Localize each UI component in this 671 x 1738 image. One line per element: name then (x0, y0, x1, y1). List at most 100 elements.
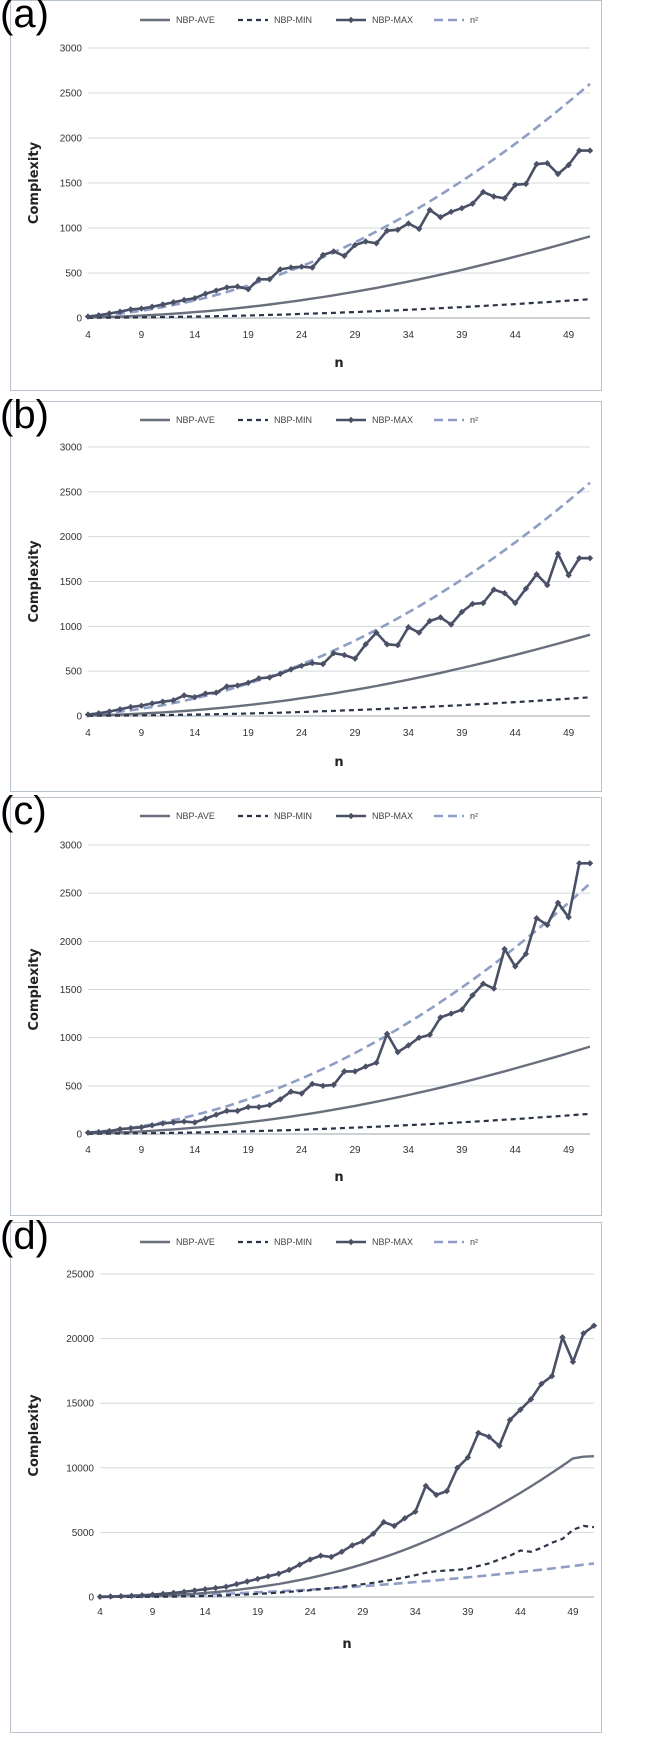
data-point-nbp-max (223, 284, 231, 291)
y-tick-label: 1000 (60, 1033, 83, 1044)
data-point-nbp-max (544, 921, 551, 929)
series-line-nbp-ave (87, 633, 591, 717)
y-tick-label: 1500 (60, 985, 83, 996)
data-point-nbp-max (317, 1552, 324, 1559)
data-point-nbp-max (309, 659, 316, 667)
data-point-nbp-max (533, 160, 540, 168)
data-point-nbp-max (517, 1406, 524, 1413)
data-point-nbp-max (170, 1119, 177, 1126)
data-point-nbp-max (170, 299, 177, 306)
x-tick-label: 4 (85, 1145, 91, 1156)
chart-frame (10, 1222, 602, 1733)
x-tick-label: 44 (510, 1145, 522, 1156)
series-line-nbp-ave (100, 1455, 595, 1599)
data-point-nbp-max (490, 193, 498, 200)
data-point-nbp-max (264, 1573, 272, 1580)
data-point-nbp-max (394, 226, 401, 233)
data-point-nbp-max (330, 650, 337, 657)
legend-label-n: n² (470, 811, 478, 821)
y-tick-label: 2000 (60, 937, 83, 948)
panel-label-a: (a) (0, 0, 49, 36)
y-tick-label: 3000 (60, 841, 83, 852)
legend-label-nbp-max: NBP-MAX (372, 415, 413, 425)
data-point-nbp-max (202, 290, 209, 297)
legend-label-nbp-ave: NBP-AVE (176, 811, 215, 821)
data-point-nbp-max (544, 581, 551, 589)
y-tick-label: 1500 (60, 179, 83, 190)
data-point-nbp-max (223, 1107, 231, 1115)
x-tick-label: 29 (357, 1607, 369, 1618)
data-point-nbp-max (544, 160, 551, 167)
data-point-nbp-max (330, 1081, 337, 1089)
data-point-nbp-max (373, 240, 380, 247)
data-point-nbp-max (443, 1487, 451, 1495)
data-point-nbp-max (370, 1530, 377, 1537)
y-tick-label: 1000 (60, 224, 83, 235)
data-point-nbp-max (362, 238, 369, 245)
x-tick-label: 14 (189, 728, 201, 739)
data-point-nbp-max (170, 1589, 177, 1597)
data-point-nbp-max (469, 200, 476, 207)
data-point-nbp-max (148, 700, 156, 707)
data-point-nbp-max (159, 698, 166, 705)
series-line-nbp-min (87, 298, 591, 319)
legend-label-nbp-max: NBP-MAX (372, 811, 413, 821)
data-point-nbp-max (212, 689, 220, 696)
data-point-nbp-max (191, 295, 199, 302)
data-point-nbp-max (447, 208, 455, 215)
y-axis-title: Complexity (27, 141, 42, 224)
chart-frame (10, 0, 602, 391)
x-tick-label: 49 (563, 330, 575, 341)
data-point-nbp-max (159, 1120, 166, 1127)
data-point-nbp-max (401, 1514, 409, 1522)
data-point-nbp-max (116, 706, 124, 713)
data-point-nbp-max (180, 1588, 188, 1596)
x-tick-label: 9 (150, 1607, 156, 1618)
x-tick-label: 24 (296, 330, 308, 341)
data-point-nbp-max (201, 1586, 209, 1593)
chart-frame (10, 797, 602, 1216)
panel-label-d: (d) (0, 1214, 49, 1258)
y-axis-title: Complexity (27, 948, 42, 1031)
data-point-nbp-max (180, 1118, 188, 1125)
data-point-nbp-max (266, 674, 273, 681)
series-line-nbp-ave (87, 235, 591, 319)
chart-panel-b: 0 500 1000 1500 2000 2500 3000 4 9 14 19 24 29 34 39 44… (0, 395, 671, 793)
data-point-nbp-max (254, 1575, 261, 1583)
legend-marker-nbp-max (347, 416, 355, 424)
x-tick-label: 19 (252, 1607, 264, 1618)
data-point-nbp-max (95, 312, 102, 319)
x-tick-label: 14 (189, 1145, 201, 1156)
y-axis-title: Complexity (27, 1394, 42, 1477)
data-point-nbp-max (338, 1548, 345, 1555)
data-point-nbp-max (359, 1538, 366, 1545)
series-line-n (87, 82, 591, 318)
y-tick-label: 10000 (66, 1463, 94, 1474)
data-point-nbp-max (277, 266, 284, 273)
x-tick-label: 24 (296, 728, 308, 739)
y-tick-label: 2500 (60, 889, 83, 900)
data-point-nbp-max (522, 180, 530, 188)
y-tick-label: 2500 (60, 487, 83, 498)
data-point-nbp-max (394, 1048, 401, 1056)
data-point-nbp-max (426, 206, 433, 214)
x-tick-label: 44 (515, 1607, 527, 1618)
data-point-nbp-max (138, 305, 145, 312)
data-point-nbp-max (351, 241, 359, 249)
series-line-n (87, 481, 591, 716)
data-point-nbp-max (84, 711, 92, 718)
chart-panel-a: 0 500 1000 1500 2000 2500 3000 4 9 14 19 24 29 34 39 44… (0, 0, 671, 392)
x-tick-label: 14 (189, 330, 201, 341)
y-tick-label: 500 (65, 1081, 82, 1092)
x-tick-label: 4 (85, 728, 91, 739)
data-point-nbp-max (309, 264, 316, 271)
legend-marker-nbp-max (347, 812, 355, 820)
series-line-n (87, 882, 591, 1134)
data-point-nbp-max (234, 1107, 241, 1115)
legend-label-nbp-min: NBP-MIN (274, 811, 312, 821)
chart-frame (10, 401, 602, 792)
x-tick-label: 39 (456, 1145, 468, 1156)
